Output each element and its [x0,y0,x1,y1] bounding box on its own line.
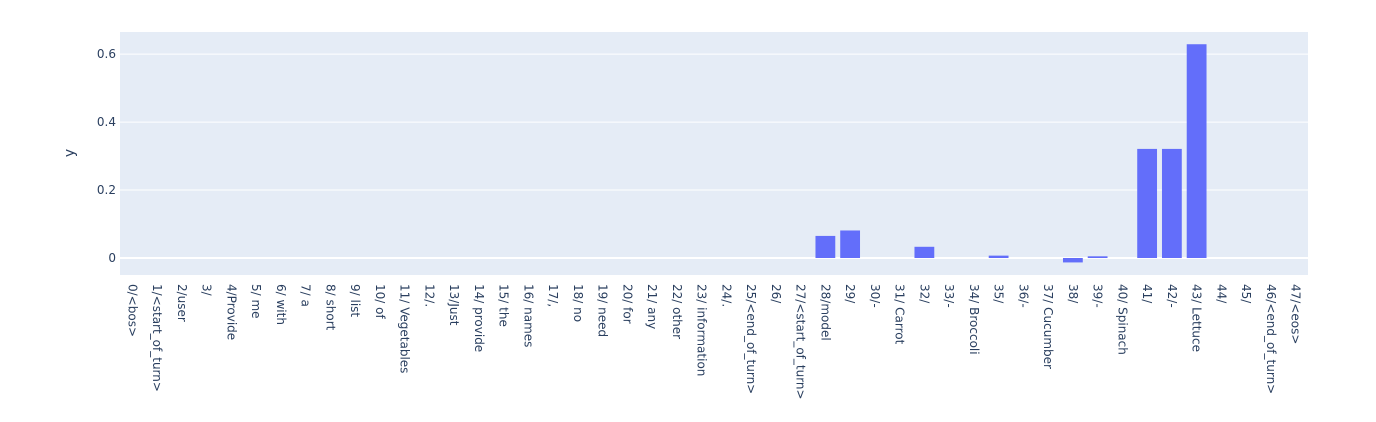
x-tick-label: 27/<start_of_turn> [794,284,808,400]
x-tick-label: 47/<eos> [1289,284,1303,344]
x-tick-label: 18/ no [571,284,585,322]
x-tick-label: 0/<bos> [125,284,139,337]
x-tick-label: 38/ [1066,284,1080,304]
bar [1062,258,1083,263]
x-tick-label: 8/ short [323,284,337,331]
x-tick-label: 32/ [917,284,931,304]
bar [1137,148,1158,259]
x-tick-label: 21/ any [645,284,659,329]
plot-background [120,32,1308,275]
x-tick-label: 3/ [200,284,214,297]
bar [914,246,935,259]
x-tick-label: 10/ of [373,284,387,319]
x-tick-label: 13/Just [447,284,461,326]
x-tick-label: 31/ Carrot [893,284,907,345]
x-tick-label: 5/ me [249,284,263,319]
y-tick-label: 0 [108,251,116,265]
grid-lines [120,53,1308,260]
x-tick-label: 28/model [818,284,832,341]
x-tick-label: 16/ names [521,284,535,347]
y-tick-label: 0.2 [97,183,116,197]
y-tick-label: 0.4 [97,115,116,129]
x-tick-label: 26/ [769,284,783,304]
bar [1186,44,1207,259]
x-tick-label: 20/ for [620,284,634,324]
x-tick-label: 24/. [719,284,733,307]
bar [988,255,1009,259]
x-tick-label: 1/<start_of_turn> [150,284,164,392]
x-tick-label: 33/- [942,284,956,308]
x-axis-ticks: 0/<bos> 1/<start_of_turn> 2/user 3/4/Provid… [125,284,1302,400]
x-tick-label: 37/ Cucumber [1041,284,1055,369]
x-tick-label: 39/- [1091,284,1105,308]
x-tick-label: 9/ list [348,284,362,317]
x-tick-label: 30/- [868,284,882,308]
y-axis-ticks: 0 0.2 0.4 0.6 [97,47,116,265]
x-tick-label: 14/ provide [472,284,486,352]
x-tick-label: 34/ Broccoli [967,284,981,355]
bar [1087,256,1108,259]
x-tick-label: 23/ information [695,284,709,376]
x-tick-label: 22/ other [670,284,684,339]
x-tick-label: 46/<end_of_turn> [1264,284,1278,394]
x-tick-label: 45/ [1239,284,1253,304]
x-tick-label: 36/- [1016,284,1030,308]
x-tick-label: 17/, [546,284,560,307]
x-tick-label: 15/ the [497,284,511,327]
bar [840,230,861,259]
x-tick-label: 40/ Spinach [1115,284,1129,355]
x-tick-label: 19/ need [596,284,610,337]
x-tick-label: 44/ [1214,284,1228,304]
x-tick-label: 11/ Vegetables [398,284,412,373]
x-tick-label: 12/. [422,284,436,307]
x-tick-label: 29/ [843,284,857,304]
x-tick-label: 6/ with [274,284,288,325]
bar [815,235,836,259]
x-tick-label: 4/Provide [224,284,238,340]
y-axis-title: y [62,149,78,157]
x-tick-label: 2/user [175,284,189,322]
x-tick-label: 35/ [992,284,1006,304]
bars [815,44,1207,263]
y-tick-label: 0.6 [97,47,116,61]
x-tick-label: 7/ a [299,284,313,307]
x-tick-label: 42/- [1165,284,1179,308]
x-tick-label: 43/ Lettuce [1190,284,1204,352]
x-tick-label: 25/<end_of_turn> [744,284,758,394]
bar [1161,148,1182,259]
x-tick-label: 41/ [1140,284,1154,304]
